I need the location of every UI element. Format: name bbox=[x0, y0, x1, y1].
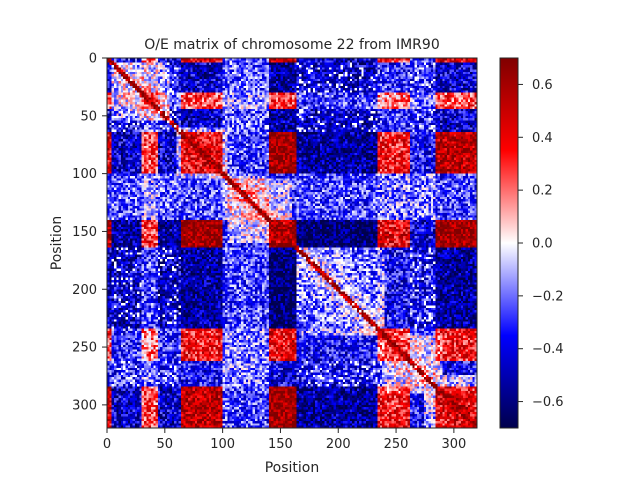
heatmap-cells bbox=[107, 58, 477, 428]
colorbar-tick-label: −0.2 bbox=[532, 289, 564, 304]
heatmap bbox=[107, 58, 477, 428]
x-tick-label: 300 bbox=[441, 437, 466, 452]
x-axis-ticks: 0 50 100 150 200 250 300 bbox=[103, 428, 466, 452]
colorbar-tick-label: −0.6 bbox=[532, 395, 564, 410]
x-tick-label: 250 bbox=[384, 437, 409, 452]
colorbar-tick-label: 0.0 bbox=[532, 237, 553, 252]
y-tick-label: 100 bbox=[72, 167, 97, 182]
colorbar-tick-label: 0.6 bbox=[532, 78, 553, 93]
x-axis-label: Position bbox=[265, 460, 320, 476]
y-tick-label: 300 bbox=[72, 398, 97, 413]
x-tick-label: 0 bbox=[103, 437, 111, 452]
x-tick-label: 100 bbox=[210, 437, 235, 452]
y-axis-label: Position bbox=[49, 216, 65, 271]
colorbar bbox=[499, 57, 519, 429]
y-axis-ticks: 0 50 100 150 200 250 300 bbox=[72, 52, 107, 413]
colorbar-tick-label: 0.2 bbox=[532, 184, 553, 199]
y-tick-label: 0 bbox=[89, 52, 97, 67]
x-tick-label: 200 bbox=[326, 437, 351, 452]
y-tick-label: 150 bbox=[72, 225, 97, 240]
plot-frame bbox=[106, 57, 478, 429]
y-tick-label: 50 bbox=[80, 109, 97, 124]
x-tick-label: 150 bbox=[268, 437, 293, 452]
colorbar-tick-label: −0.4 bbox=[532, 342, 564, 357]
chart-title: O/E matrix of chromosome 22 from IMR90 bbox=[144, 37, 439, 53]
colorbar-ticks: 0.6 0.4 0.2 0.0 −0.2 −0.4 −0.6 bbox=[518, 78, 564, 410]
colorbar-tick-label: 0.4 bbox=[532, 131, 553, 146]
x-tick-label: 50 bbox=[157, 437, 174, 452]
y-tick-label: 250 bbox=[72, 341, 97, 356]
y-tick-label: 200 bbox=[72, 283, 97, 298]
